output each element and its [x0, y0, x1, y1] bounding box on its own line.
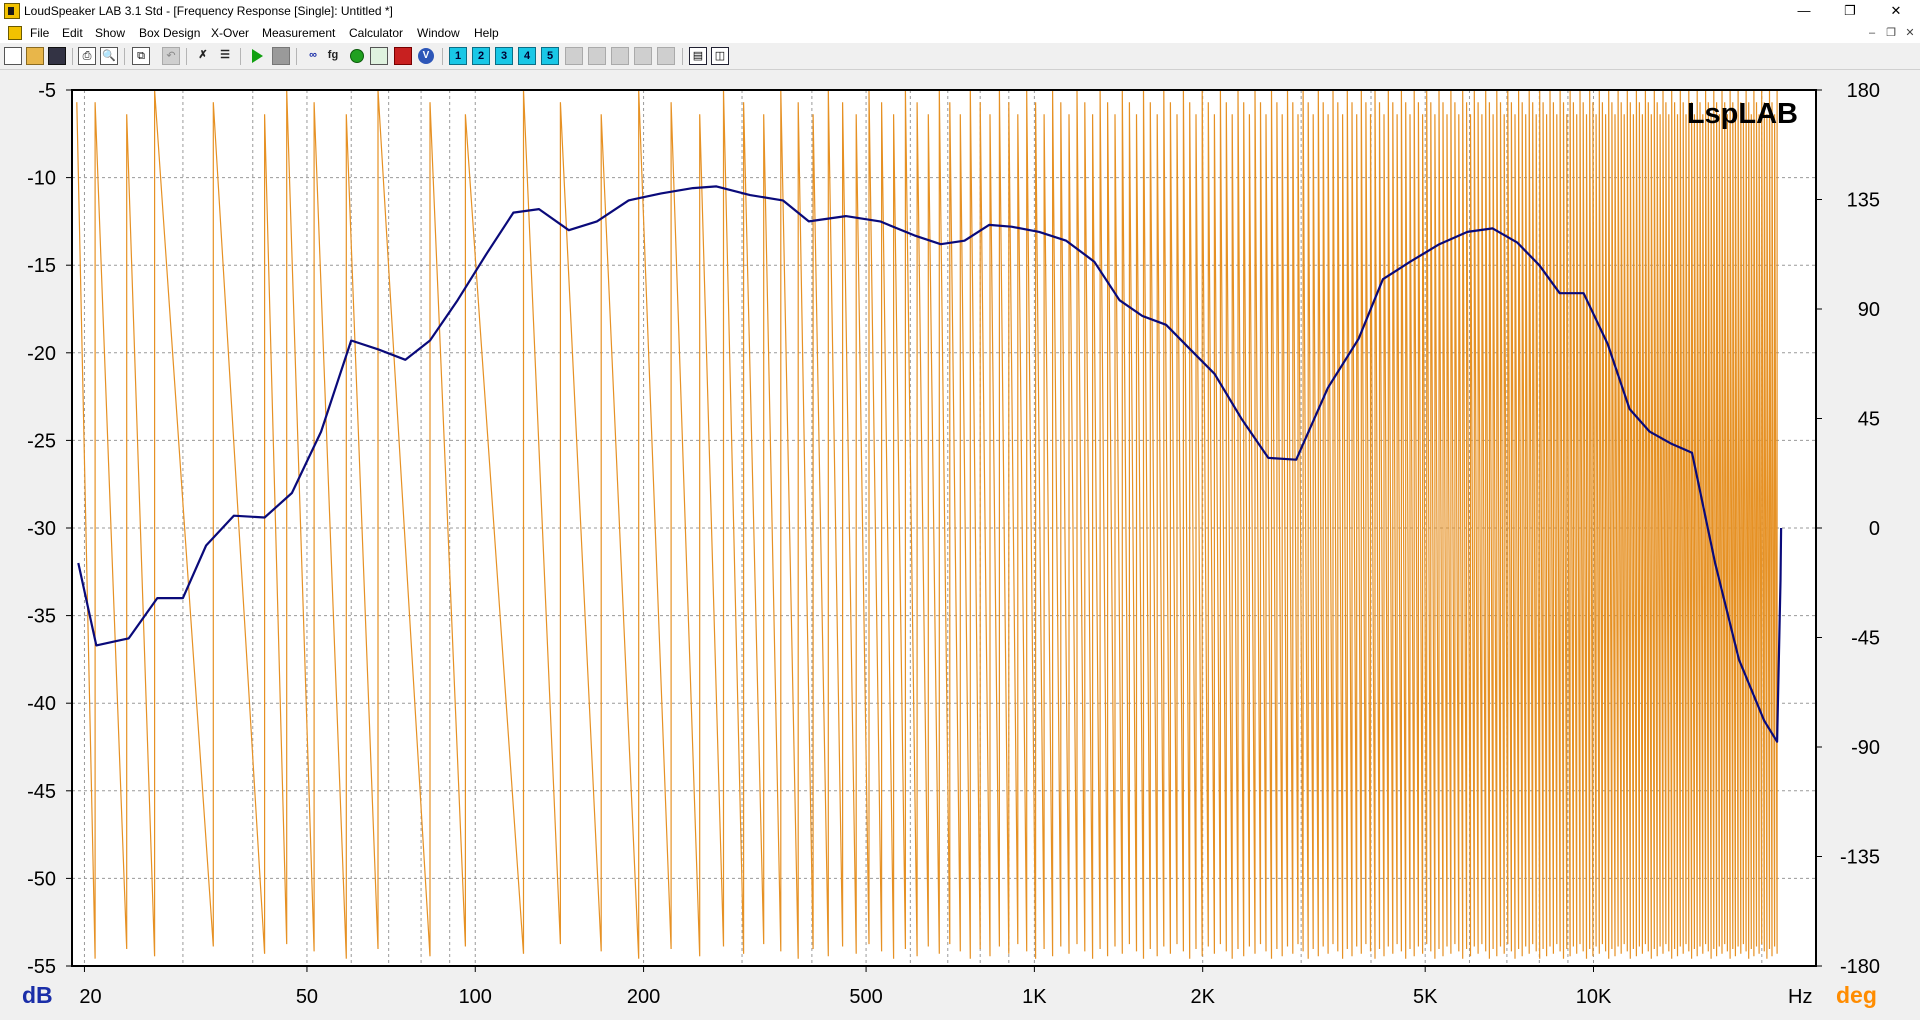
v-icon[interactable]: V — [418, 48, 434, 64]
frequency-response-chart[interactable]: -5 -10 -15 -20 -25 -30 -35 -40 -45 -50 -55 180 135 9… — [0, 70, 1920, 1020]
document-icon[interactable] — [8, 26, 22, 40]
title-bar: LoudSpeaker LAB 3.1 Std - [Frequency Res… — [0, 0, 1920, 23]
toolbar-separator — [442, 48, 443, 65]
y-right-tick-label: -180 — [1840, 956, 1880, 978]
y-right-tick-label: 135 — [1847, 190, 1880, 212]
y-right-tick-label: 45 — [1858, 409, 1880, 431]
mdi-close-button[interactable]: ✕ — [1905, 27, 1915, 39]
slot-8-button[interactable] — [611, 47, 629, 65]
y-left-tick-label: -25 — [27, 430, 56, 452]
close-button[interactable]: ✕ — [1890, 3, 1902, 18]
toolbar: ⎙ 🔍 ⧉ ↶ ✗ ☰ ∞ fg V 1 2 3 4 5 ▤ ◫ — [0, 43, 1920, 70]
restore-button[interactable]: ❐ — [1844, 3, 1856, 18]
new-icon[interactable] — [4, 47, 22, 65]
slot-2-button[interactable]: 2 — [472, 47, 490, 65]
magnitude-curve — [77, 185, 1783, 743]
print-icon[interactable]: ⎙ — [78, 47, 96, 65]
play-icon[interactable] — [248, 47, 266, 65]
y-left-tick-label: -55 — [27, 956, 56, 978]
menu-box-design[interactable]: Box Design — [139, 26, 201, 40]
slot-5-button[interactable]: 5 — [541, 47, 559, 65]
print-preview-icon[interactable]: 🔍 — [100, 47, 118, 65]
slot-10-button[interactable] — [657, 47, 675, 65]
x-tick-label: 200 — [627, 986, 660, 1008]
layout-vertical-icon[interactable]: ◫ — [711, 47, 729, 65]
x-tick-label: 500 — [849, 986, 882, 1008]
toolbar-separator — [296, 48, 297, 65]
y-left-tick-label: -35 — [27, 606, 56, 628]
y-left-tick-label: -30 — [27, 518, 56, 540]
magnitude-trace — [77, 185, 1783, 743]
toolbar-separator — [186, 48, 187, 65]
circle-icon[interactable] — [350, 49, 364, 63]
y-left-tick-label: -40 — [27, 693, 56, 715]
hz-unit-label: Hz — [1788, 986, 1812, 1008]
slot-7-button[interactable] — [588, 47, 606, 65]
mdi-minimize-button[interactable]: – — [1868, 27, 1876, 39]
menu-x-over[interactable]: X-Over — [211, 26, 250, 40]
slot-3-button[interactable]: 3 — [495, 47, 513, 65]
y-left-tick-label: -20 — [27, 343, 56, 365]
x-tick-label: 2K — [1190, 986, 1215, 1008]
toolbar-separator — [72, 48, 73, 65]
tools-icon[interactable]: ✗ — [198, 49, 208, 61]
stop-icon[interactable] — [272, 47, 290, 65]
menu-calculator[interactable]: Calculator — [349, 26, 404, 40]
save-icon[interactable] — [48, 47, 66, 65]
y-right-tick-label: 90 — [1858, 299, 1880, 321]
x-axis: 20 50 100 200 500 1K 2K 5K 10K — [79, 966, 1612, 1008]
sliders-icon[interactable]: ☰ — [220, 49, 230, 61]
menu-window[interactable]: Window — [417, 26, 460, 40]
lsplab-watermark: LspLAB — [1687, 98, 1798, 130]
y-axis-right: 180 135 90 45 0 -45 -90 -135 -180 — [1816, 80, 1880, 978]
step-response-icon[interactable] — [370, 47, 388, 65]
toolbar-separator — [240, 48, 241, 65]
menu-measurement[interactable]: Measurement — [262, 26, 336, 40]
x-tick-label: 20 — [79, 986, 101, 1008]
y-right-tick-label: -45 — [1851, 628, 1880, 650]
x-tick-label: 1K — [1022, 986, 1047, 1008]
chart-panel: -5 -10 -15 -20 -25 -30 -35 -40 -45 -50 -55 180 135 9… — [0, 70, 1920, 1020]
y-right-tick-label: 0 — [1869, 518, 1880, 540]
waterfall-icon[interactable] — [394, 47, 412, 65]
y-right-tick-label: -135 — [1840, 847, 1880, 869]
menu-file[interactable]: File — [30, 26, 50, 40]
window-title: LoudSpeaker LAB 3.1 Std - [Frequency Res… — [24, 4, 393, 18]
impedance-icon[interactable]: ∞ — [309, 49, 317, 61]
y-left-tick-label: -10 — [27, 168, 56, 190]
app-icon — [4, 3, 20, 19]
menu-show[interactable]: Show — [95, 26, 126, 40]
x-tick-label: 10K — [1576, 986, 1612, 1008]
slot-6-button[interactable] — [565, 47, 583, 65]
y-left-tick-label: -45 — [27, 781, 56, 803]
phase-curve — [76, 89, 1778, 959]
slot-4-button[interactable]: 4 — [518, 47, 536, 65]
undo-icon[interactable]: ↶ — [162, 47, 180, 65]
y-right-tick-label: -90 — [1851, 737, 1880, 759]
x-tick-label: 50 — [296, 986, 318, 1008]
y-axis-left: -5 -10 -15 -20 -25 -30 -35 -40 -45 -50 -55 — [27, 80, 72, 978]
y-left-tick-label: -5 — [38, 80, 56, 102]
x-tick-label: 5K — [1413, 986, 1438, 1008]
menu-help[interactable]: Help — [474, 26, 499, 40]
y-left-tick-label: -50 — [27, 868, 56, 890]
y-left-tick-label: -15 — [27, 255, 56, 277]
phase-trace — [76, 89, 1778, 959]
layout-horizontal-icon[interactable]: ▤ — [689, 47, 707, 65]
deg-unit-label: deg — [1836, 982, 1877, 1008]
x-tick-label: 100 — [459, 986, 492, 1008]
copy-icon[interactable]: ⧉ — [132, 47, 150, 65]
toolbar-separator — [124, 48, 125, 65]
slot-1-button[interactable]: 1 — [449, 47, 467, 65]
fs-icon[interactable]: fg — [327, 49, 339, 61]
menu-edit[interactable]: Edit — [62, 26, 83, 40]
slot-9-button[interactable] — [634, 47, 652, 65]
minimize-button[interactable]: — — [1797, 3, 1811, 18]
mdi-restore-button[interactable]: ❐ — [1886, 27, 1896, 39]
db-unit-label: dB — [22, 982, 53, 1008]
open-icon[interactable] — [26, 47, 44, 65]
toolbar-separator — [682, 48, 683, 65]
menu-bar: File Edit Show Box Design X-Over Measure… — [0, 23, 1920, 43]
y-right-tick-label: 180 — [1847, 80, 1880, 102]
